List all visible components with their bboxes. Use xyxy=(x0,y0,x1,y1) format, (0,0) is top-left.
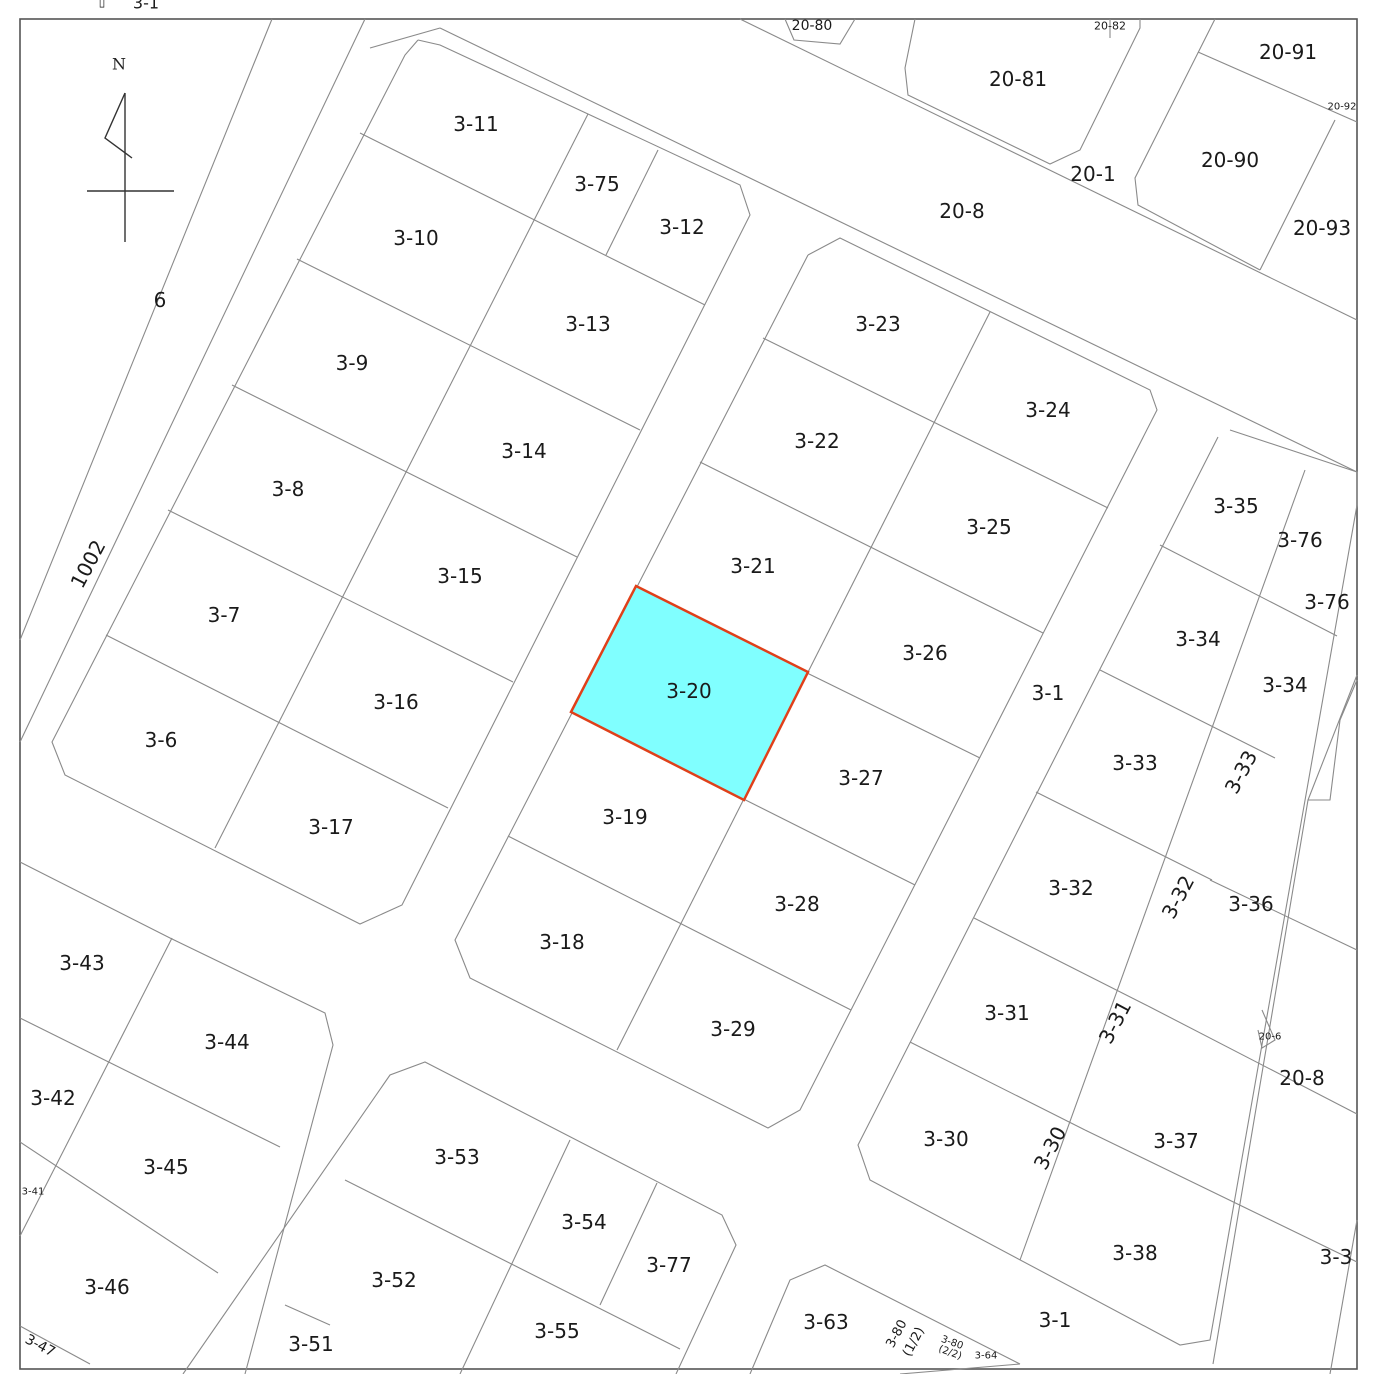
parcel-label: 3-35 xyxy=(1213,494,1258,518)
parcel-label: 3-15 xyxy=(437,564,482,588)
parcel-label: 20-90 xyxy=(1201,148,1259,172)
parcel-label: 3-8 xyxy=(272,477,305,501)
parcel-label: 3-30 xyxy=(923,1127,968,1151)
parcel-label: 20-93 xyxy=(1293,216,1351,240)
rotated-parcel-label: 3-31 xyxy=(1094,996,1137,1047)
parcel-label: 3-51 xyxy=(288,1332,333,1356)
map-frame xyxy=(19,18,1358,1370)
parcel-label: 3-41 xyxy=(22,1187,45,1198)
parcel-label: 3-29 xyxy=(710,1017,755,1041)
parcel-label: 3-10 xyxy=(393,226,438,250)
parcel-label: 3-55 xyxy=(534,1319,579,1343)
parcel-label: 3-76 xyxy=(1304,590,1349,614)
parcel-label: 20-6 xyxy=(1259,1032,1282,1043)
parcel-label: 3-9 xyxy=(336,351,369,375)
parcel-label: 3-33 xyxy=(1112,751,1157,775)
rotated-parcel-label: 3-47 xyxy=(22,1331,58,1360)
parcel-label: 20-92 xyxy=(1327,102,1356,113)
parcel-label: 3-45 xyxy=(143,1155,188,1179)
parcel-label: 3-75 xyxy=(574,172,619,196)
parcel-label: 3-25 xyxy=(966,515,1011,539)
parcel-label: 3-76 xyxy=(1277,528,1322,552)
parcel-label: 3-63 xyxy=(803,1310,848,1334)
parcel-label: 3-52 xyxy=(371,1268,416,1292)
parcel-label: 3-12 xyxy=(659,215,704,239)
parcel-label: 3-14 xyxy=(501,439,546,463)
parcel-label: 3-22 xyxy=(794,429,839,453)
parcel-label: 3-20 xyxy=(666,679,711,703)
parcel-label: 3-77 xyxy=(646,1253,691,1277)
header-parcel: 3-1 xyxy=(133,0,159,13)
parcel-label: 3-54 xyxy=(561,1210,606,1234)
parcel-label: 3-21 xyxy=(730,554,775,578)
parcel-label: 3-17 xyxy=(308,815,353,839)
parcel-label: 3-7 xyxy=(208,603,241,627)
parcel-label: 20-8 xyxy=(1279,1066,1324,1090)
parcel-label: 20-82 xyxy=(1094,20,1126,33)
header-mark: ▯ xyxy=(99,0,106,9)
parcel-label: 3-28 xyxy=(774,892,819,916)
parcel-label: 20-81 xyxy=(989,67,1047,91)
parcel-label: 3-18 xyxy=(539,930,584,954)
parcel-label: 3-32 xyxy=(1048,876,1093,900)
parcel-labels: 20-80 20-82 20-91 20-92 20-81 20-90 20-1 20-8 20… xyxy=(22,18,1357,1362)
parcel-label: 3-34 xyxy=(1262,673,1307,697)
parcel-label: 3-3 xyxy=(1320,1245,1353,1269)
parcel-label: 3-42 xyxy=(30,1086,75,1110)
parcel-label: 3-43 xyxy=(59,951,104,975)
parcel-label: 3-38 xyxy=(1112,1241,1157,1265)
parcel-label: 3-24 xyxy=(1025,398,1070,422)
parcel-label: 3-31 xyxy=(984,1001,1029,1025)
parcel-label: 20-1 xyxy=(1070,162,1115,186)
parcel-label: 20-80 xyxy=(792,18,833,34)
rotated-parcel-label: 3-32 xyxy=(1157,871,1200,922)
parcel-label: 3-1 xyxy=(1032,681,1065,705)
rotated-parcel-label: 3-33 xyxy=(1220,746,1263,797)
parcel-label: 3-44 xyxy=(204,1030,249,1054)
parcel-label: 3-11 xyxy=(453,112,498,136)
parcel-label: 3-64 xyxy=(975,1351,998,1362)
parcel-label: 3-16 xyxy=(373,690,418,714)
north-label: N xyxy=(112,55,126,74)
rotated-parcel-label: 1002 xyxy=(65,536,110,592)
parcel-label: 3-53 xyxy=(434,1145,479,1169)
parcel-label: 3-37 xyxy=(1153,1129,1198,1153)
parcel-label: 3-26 xyxy=(902,641,947,665)
north-arrow-icon: N xyxy=(87,55,174,242)
parcel-label: 3-23 xyxy=(855,312,900,336)
parcel-label: 3-34 xyxy=(1175,627,1220,651)
parcel-label: 3-6 xyxy=(145,728,178,752)
parcel-label: 3-19 xyxy=(602,805,647,829)
parcel-label: 6 xyxy=(154,288,167,312)
parcel-label: 3-1 xyxy=(1039,1308,1072,1332)
parcel-label: 3-27 xyxy=(838,766,883,790)
highlighted-parcel-3-20[interactable] xyxy=(569,584,810,802)
parcel-label: 20-8 xyxy=(939,199,984,223)
rotated-parcel-label: 3-30 xyxy=(1029,1122,1072,1173)
parcel-label: 20-91 xyxy=(1259,40,1317,64)
parcel-label: 3-46 xyxy=(84,1275,129,1299)
parcel-label: 3-36 xyxy=(1228,892,1273,916)
parcel-label: 3-13 xyxy=(565,312,610,336)
